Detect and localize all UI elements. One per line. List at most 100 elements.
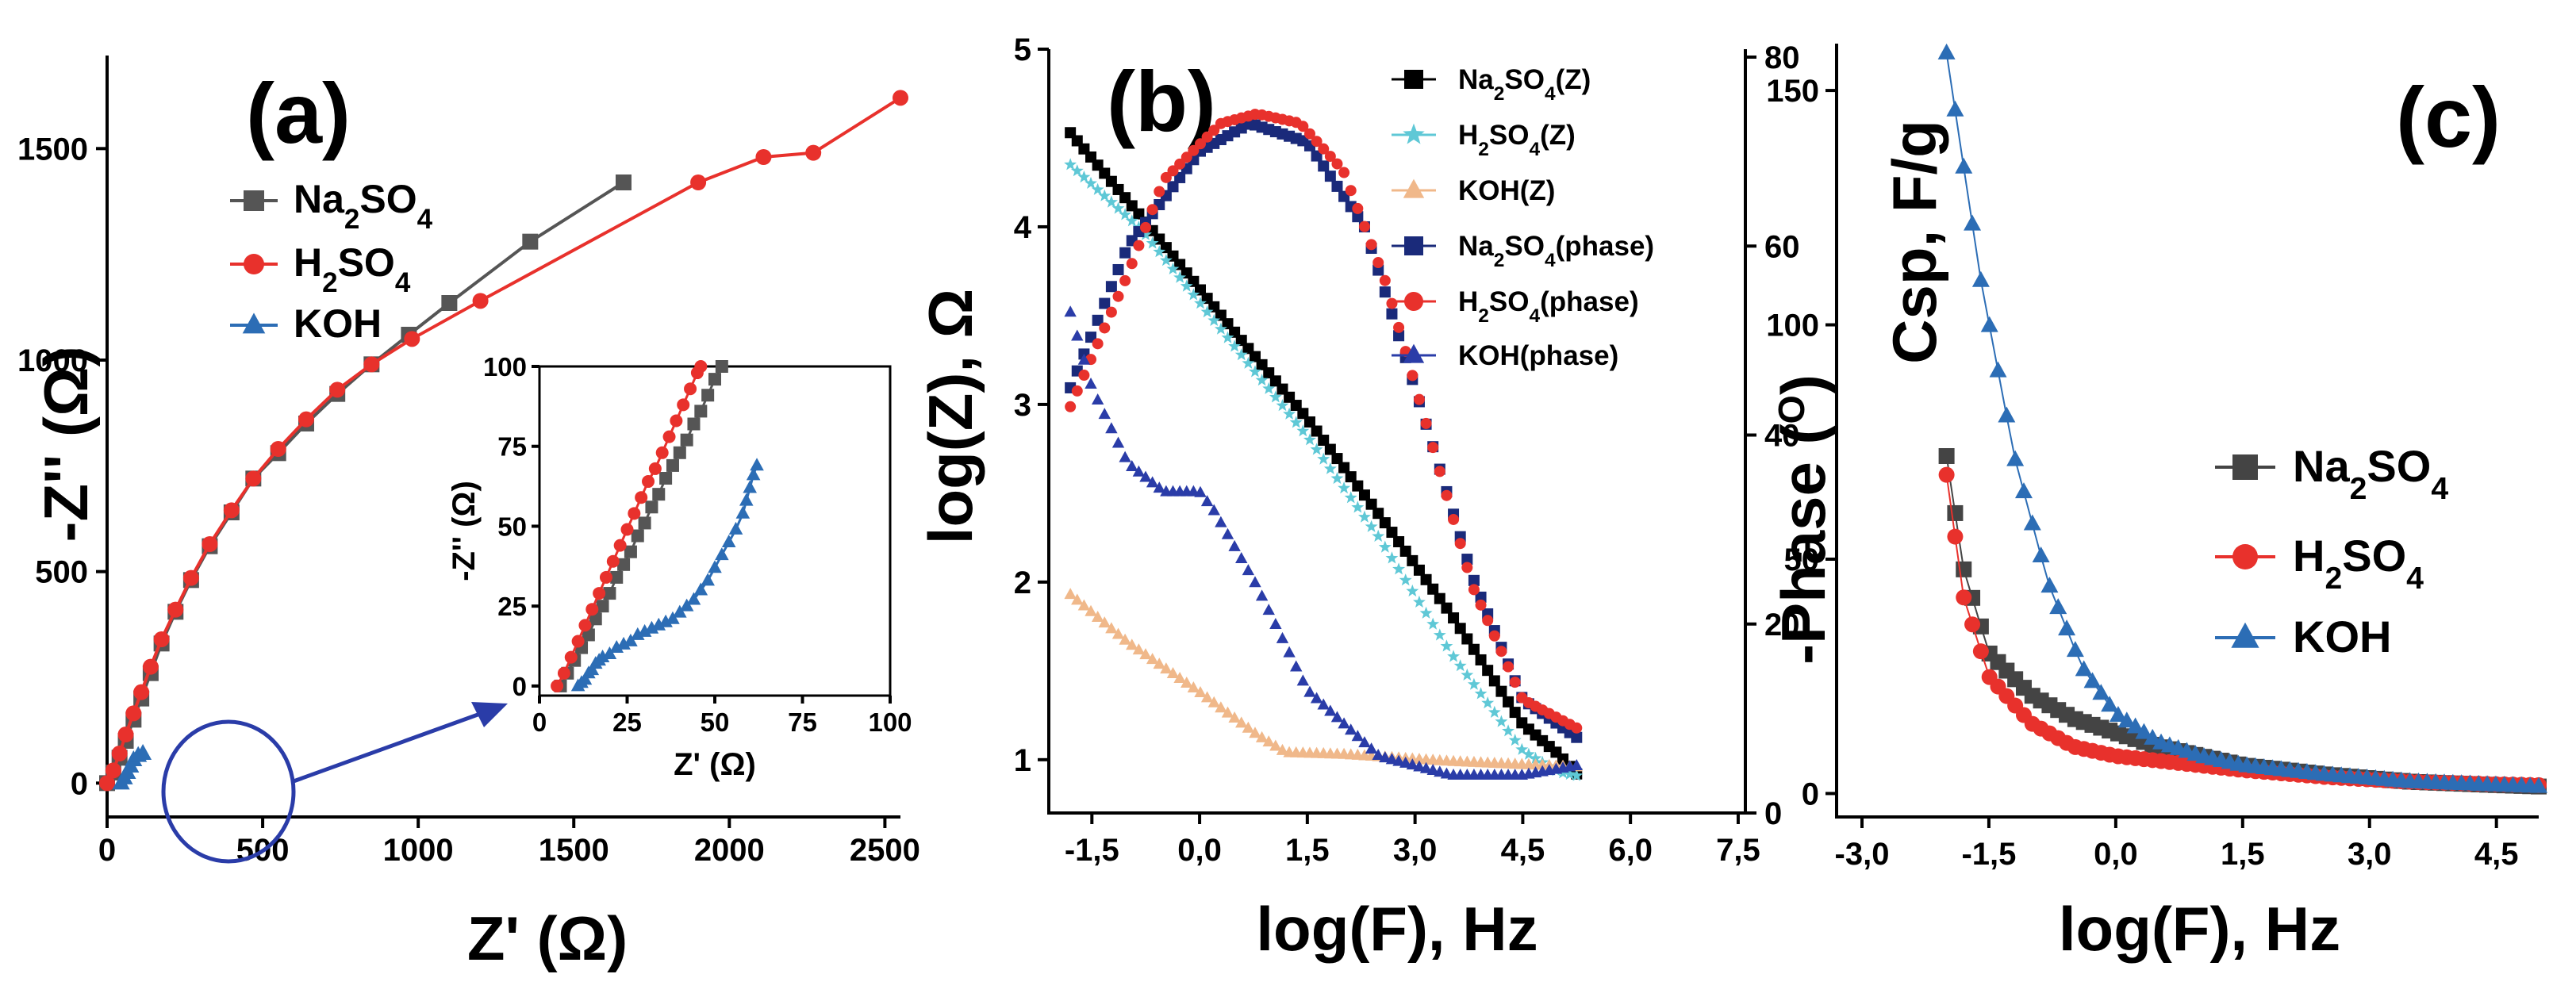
panel-b-legend-label-part: 2 — [1478, 305, 1489, 327]
inset-data-point — [652, 488, 666, 501]
panel-b-data-point — [1064, 158, 1077, 171]
panel-a-ytick-label: 500 — [35, 555, 88, 590]
inset-data-point — [578, 619, 592, 632]
inset-xtick-label: 0 — [532, 707, 547, 737]
inset-data-point — [655, 446, 669, 459]
panel-b-data-point — [1420, 417, 1432, 429]
panel-b-data-point — [1468, 643, 1480, 655]
panel-b-legend-label-part: SO — [1489, 286, 1530, 317]
panel-a-xlabel: Z' (Ω) — [467, 903, 628, 973]
panel-b-data-point — [1180, 279, 1193, 292]
inset-data-point — [693, 582, 708, 596]
panel-b-data-point — [1070, 164, 1084, 177]
panel-b-data-point — [1488, 675, 1500, 687]
panel-c-axes — [1835, 44, 2539, 819]
panel-b-data-point — [1290, 660, 1303, 672]
panel-b: -1,5 0,0 1,5 3,0 4,5 6,0 7,512345020406080log(… — [916, 33, 1838, 964]
panel-b-data-point — [1297, 121, 1309, 132]
panel-b-data-point — [1276, 631, 1289, 643]
panel-b-data-point — [1419, 606, 1433, 619]
inset-xtick-label: 25 — [612, 707, 642, 737]
panel-b-data-point — [1406, 758, 1419, 770]
panel-b-data-point — [1427, 442, 1439, 454]
panel-b-data-point — [1461, 562, 1473, 573]
panel-b-data-point — [1228, 711, 1241, 723]
panel-c-legend-marker — [2232, 454, 2258, 480]
panel-b-data-point — [1453, 659, 1467, 672]
inset-data-point — [666, 458, 679, 472]
panel-b-data-point — [1269, 618, 1282, 630]
panel-a-data-point — [615, 174, 632, 190]
inset-data-point — [651, 617, 666, 631]
panel-b-data-point — [1200, 495, 1214, 507]
panel-b-data-point — [1194, 297, 1207, 309]
panel-a-legend-label-part: H — [294, 240, 322, 285]
panel-b-ylabel-right-part: O — [1771, 395, 1812, 424]
panel-b-data-point — [1495, 685, 1507, 697]
panel-b-data-point — [1386, 308, 1398, 320]
panel-a-ytick-label: 1000 — [17, 343, 88, 378]
inset-data-point — [735, 505, 751, 519]
panel-b-legend-label-part: Na — [1458, 64, 1494, 95]
panel-b-data-point — [1413, 564, 1425, 576]
panel-b-data-point — [1426, 763, 1439, 775]
panel-b-data-point — [1310, 443, 1323, 455]
zoom-arrow — [293, 711, 481, 784]
panel-a-xtick-label: 1500 — [539, 833, 609, 868]
inset-xtick-label: 100 — [868, 707, 912, 737]
panel-b-data-point — [1365, 742, 1378, 754]
panel-c-legend-marker — [2231, 622, 2259, 648]
panel-b-data-point — [1467, 677, 1480, 690]
panel-b-legend-label: H2SO4(Z) — [1458, 120, 1576, 160]
panel-b-data-point — [1508, 734, 1522, 746]
panel-b-data-point — [1153, 245, 1166, 258]
panel-b-data-point — [1146, 204, 1158, 216]
panel-a-legend-label-part: SO — [359, 177, 417, 221]
inset-data-point — [686, 592, 701, 605]
panel-b-data-point — [1160, 662, 1173, 674]
panel-b-data-point — [1085, 176, 1097, 189]
inset-data-point — [637, 623, 652, 637]
inset-data-point — [630, 627, 645, 640]
panel-c-data-point — [2075, 660, 2093, 677]
panel-c-xtick-label: 3,0 — [2348, 837, 2392, 872]
panel-b-data-point — [1187, 288, 1200, 301]
panel-b-data-point — [1166, 262, 1180, 274]
panel-b-data-point — [1318, 435, 1330, 447]
inset-series — [570, 458, 764, 692]
panel-b-data-point — [1104, 195, 1118, 208]
panel-b-data-point — [1296, 674, 1310, 686]
panel-b-data-point — [1571, 731, 1583, 743]
panel-b-data-point — [1132, 465, 1146, 477]
panel-b-data-point — [1174, 171, 1186, 183]
panel-b-ytick-label: 4 — [1014, 210, 1032, 245]
inset-data-point — [701, 573, 715, 586]
panel-a-data-point — [202, 536, 218, 552]
panel-a-legend-label-part: Na — [294, 177, 345, 221]
panel-b-legend-marker — [1403, 343, 1425, 363]
panel-b-data-point — [1324, 704, 1337, 716]
inset-xtick-label: 75 — [788, 707, 817, 737]
inset-data-point — [743, 480, 757, 493]
panel-a-data-point — [125, 705, 142, 722]
panel-b-legend-label-part: SO — [1489, 120, 1530, 151]
panel-b-data-point — [1379, 274, 1391, 286]
inset-data-point — [648, 462, 662, 475]
inset-data-point — [610, 570, 624, 584]
inset-data-point — [564, 650, 578, 664]
panel-b-legend-marker — [1403, 123, 1425, 144]
panel-b-legend-marker — [1404, 292, 1423, 311]
panel-c: -3,0 -1,5 0,0 1,5 3,0 4,5 0 50 100 150 log(F), Hz C… — [1766, 43, 2547, 964]
panel-c-data-point — [2049, 598, 2067, 615]
panel-b-data-point — [1234, 348, 1248, 361]
panel-b-legend-label-part: SO — [1504, 231, 1545, 262]
panel-b-data-point — [1077, 171, 1091, 183]
panel-b-data-point — [1481, 696, 1495, 709]
panel-b-data-point — [1427, 583, 1439, 595]
panel-b-data-point — [1434, 765, 1446, 777]
panel-c-data-point — [2058, 619, 2076, 636]
panel-b-data-point — [1372, 749, 1384, 761]
panel-a-data-point — [472, 293, 489, 309]
panel-b-data-point — [1119, 274, 1131, 286]
panel-c-data-point — [2014, 482, 2033, 499]
